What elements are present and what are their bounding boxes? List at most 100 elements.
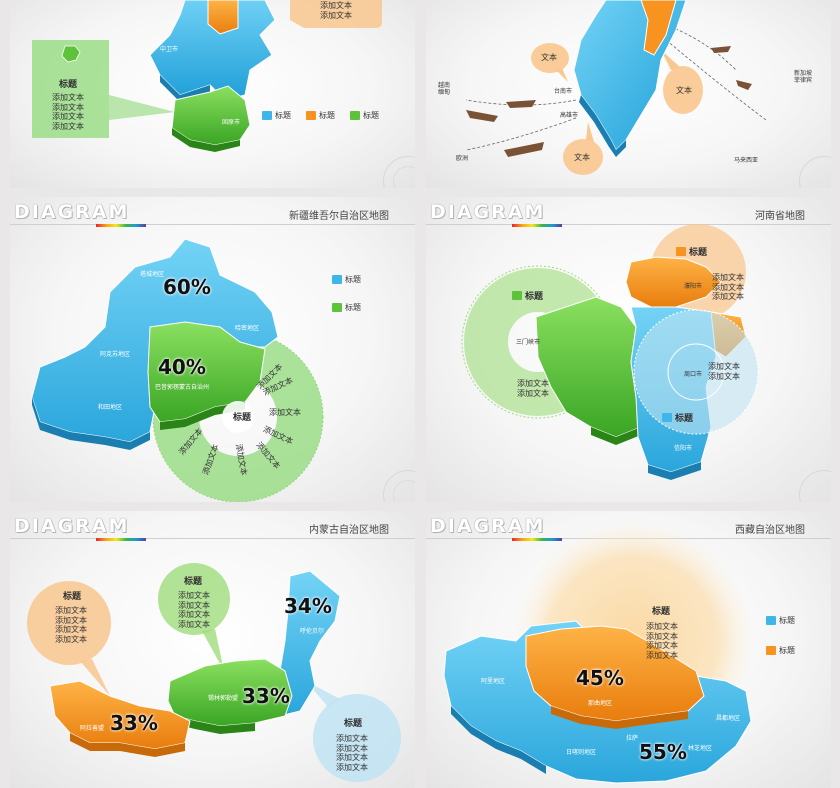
lightblue-circle	[634, 310, 758, 434]
rainbow-bar	[512, 224, 562, 227]
map-label-nagqu: 那曲地区	[588, 700, 613, 707]
callout-blue-text: 添加文本 添加文本	[708, 362, 740, 381]
corner-ring-decoration-inner	[393, 480, 415, 502]
callout-bubble-green	[158, 563, 230, 635]
slide-title: 新疆维吾尔自治区地图	[289, 211, 389, 222]
callout-pointer	[109, 95, 175, 120]
map-label-qamdo: 昌都地区	[716, 715, 741, 722]
place-tainan: 台南市	[554, 88, 573, 95]
map-label-shigatse: 日喀则地区	[566, 749, 597, 756]
callout-orange-title: 标题	[676, 245, 707, 258]
region-taiwan-east	[640, 0, 677, 56]
region-green-west	[535, 296, 642, 438]
region-blue-shadow	[648, 462, 701, 480]
pct-label-55: 55%	[639, 740, 687, 764]
region-orange	[207, 0, 239, 35]
bubble-text-3: 文本	[574, 153, 590, 162]
map-label-tacheng: 塔城地区	[140, 271, 165, 278]
region-blue-shadow	[451, 706, 546, 774]
rainbow-bar	[96, 538, 146, 541]
slide-inner-mongolia: DIAGRAM 内蒙古自治区地图 34% 33% 33% 标题 添加文本 添加文本…	[10, 511, 415, 788]
region-green-shadow	[160, 402, 245, 430]
place-vietnam: 越南 缅甸	[438, 82, 451, 96]
legend-item-orange: 标题	[306, 110, 335, 121]
top-bubble-text: 添加文本 添加文本	[320, 1, 352, 20]
ring-text-3: 添加文本	[269, 408, 301, 417]
taiwan-map	[465, 0, 767, 175]
corner-ring-decoration	[799, 470, 831, 502]
callout-orange-title: 标题	[63, 592, 82, 602]
legend-item-green: 标题	[350, 110, 379, 121]
region-green-shadow	[172, 128, 240, 152]
ship-icon-1	[711, 46, 731, 53]
map-label-alxa: 阿拉善盟	[80, 725, 105, 732]
map-label-sanmenxia: 三门峡市	[516, 339, 541, 346]
ring-center	[222, 401, 254, 433]
mini-map-icon	[61, 45, 81, 63]
legend-item-orange: 标题	[766, 645, 795, 656]
region-green-shadow	[175, 716, 255, 734]
ningxia-map	[32, 0, 382, 152]
legend-item-blue: 标题	[262, 110, 291, 121]
map-label-xilingol: 锡林郭勒盟	[208, 695, 239, 702]
callout-blue-text: 添加文本 添加文本 添加文本 添加文本	[336, 734, 368, 772]
map-label-aksu: 阿克苏地区	[100, 351, 131, 358]
slide-header: DIAGRAM 河南省地图	[426, 197, 831, 233]
map-label-bayingol: 巴音郭楞蒙古自治州	[155, 384, 210, 391]
bubble-text-2: 文本	[676, 86, 692, 95]
corner-ring-decoration	[799, 156, 831, 188]
diagram-logo: DIAGRAM	[430, 201, 546, 223]
callout-orange-text: 添加文本 添加文本 添加文本	[712, 273, 744, 301]
legend-item-blue: 标题	[332, 274, 361, 285]
corner-ring-decoration	[383, 156, 415, 188]
region-green-shadow	[591, 427, 641, 445]
rainbow-bar	[96, 224, 146, 227]
map-label-lhasa: 拉萨	[626, 735, 639, 742]
callout-blue-title: 标题	[662, 411, 693, 424]
tibet-map	[443, 521, 753, 784]
text-bubble-1	[531, 43, 569, 73]
pct-label-33-green: 33%	[242, 684, 290, 708]
pct-label-45: 45%	[576, 666, 624, 690]
slide-title: 河南省地图	[755, 211, 805, 222]
legend-item-green: 标题	[332, 302, 361, 313]
callout-title: 标题	[59, 80, 78, 90]
route-line-2	[665, 39, 767, 121]
slide-ningxia: 添加文本 添加文本 标题 添加文本 添加文本 添加文本 添加文本 中卫市 固原市 标题 …	[10, 0, 415, 188]
diagram-logo: DIAGRAM	[14, 515, 130, 537]
map-label-hotan: 和田地区	[98, 404, 123, 411]
map-label-guyuan: 固原市	[222, 119, 241, 126]
region-orange-north	[625, 256, 722, 308]
pct-label-60: 60%	[163, 275, 211, 299]
map-label-xinyang: 信阳市	[674, 445, 693, 452]
slide-taiwan: 文本 文本 文本 越南 缅甸 新加坡 菲律宾 欧洲 马来西亚 台南市 高雄市	[426, 0, 831, 188]
callout-text: 添加文本 添加文本 添加文本 添加文本	[52, 93, 84, 131]
ship-icon-2	[736, 80, 752, 90]
slide-header: DIAGRAM 内蒙古自治区地图	[10, 511, 415, 547]
callout-green-text: 添加文本 添加文本	[517, 379, 549, 398]
callout-title: 标题	[652, 607, 671, 617]
region-orange-shadow	[70, 733, 185, 757]
text-bubble-3	[563, 139, 603, 175]
xinjiang-map	[31, 238, 324, 502]
callout-blue-title: 标题	[344, 719, 363, 729]
map-label-puyang: 濮阳市	[684, 283, 703, 290]
place-europe: 欧洲	[456, 155, 469, 162]
slide-xinjiang: DIAGRAM 新疆维吾尔自治区地图 60% 40% 标题 添加文本 添加文本 …	[10, 197, 415, 502]
diagram-logo: DIAGRAM	[430, 515, 546, 537]
slide-tibet: DIAGRAM 西藏自治区地图 45% 55% 标题 添加文本 添加文本 添加文本添…	[426, 511, 831, 788]
ring-title: 标题	[233, 413, 252, 423]
bubble-text-1: 文本	[541, 53, 557, 62]
top-text-bubble	[290, 0, 382, 28]
slide-title: 内蒙古自治区地图	[309, 525, 389, 536]
text-bubble-2	[663, 66, 703, 114]
ship-icon-4	[466, 110, 498, 122]
slide-header: DIAGRAM 新疆维吾尔自治区地图	[10, 197, 415, 233]
pct-label-40: 40%	[158, 355, 206, 379]
map-label-zhoukou: 周口市	[684, 371, 703, 378]
map-label-zhongwei: 中卫市	[160, 46, 179, 53]
place-kaohsiung: 高雄市	[560, 112, 579, 119]
route-line-4	[465, 117, 577, 151]
region-orange-shadow	[551, 706, 688, 729]
slide-title: 西藏自治区地图	[735, 525, 805, 536]
